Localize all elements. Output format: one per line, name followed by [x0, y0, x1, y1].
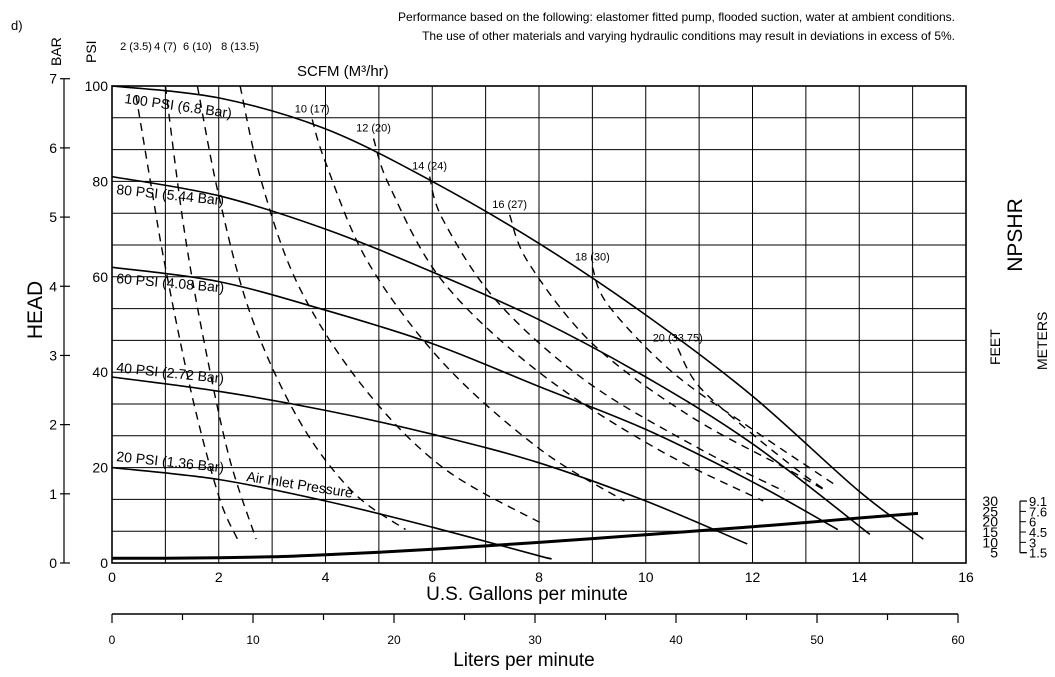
air-consumption-curve: [428, 176, 785, 493]
liters-tick-label: 30: [528, 633, 542, 647]
psi-tick-label: 60: [92, 269, 108, 285]
npshr-meter-tick-label: 7.6: [1029, 504, 1047, 519]
x-tick-label: 14: [851, 569, 867, 585]
psi-tick-label: 20: [92, 460, 108, 476]
npshr-feet-tick-label: 10: [982, 534, 998, 550]
air-curve-label: 18 (30): [575, 251, 610, 263]
air-curve-label: 16 (27): [492, 199, 527, 211]
air-curve-label: 8 (13.5): [221, 41, 259, 53]
air-consumption-curve: [591, 267, 839, 488]
air-consumption-curve: [239, 85, 545, 526]
air-curve-label: 6 (10): [183, 41, 212, 53]
psi-tick-label: 40: [92, 364, 108, 380]
air-curve-label: 4 (7): [154, 41, 177, 53]
air-consumption-curve: [196, 85, 407, 531]
plot-frame: [111, 85, 967, 564]
chart-grid: [111, 85, 967, 564]
chart-series: [111, 85, 924, 560]
bar-tick-label: 4: [49, 278, 57, 294]
air-curve-label: 14 (24): [412, 161, 447, 173]
npshr-axis-title: NPSHR: [1004, 198, 1027, 272]
liters-tick-label: 40: [669, 633, 683, 647]
liters-axis-title: Liters per minute: [453, 650, 595, 671]
npshr-meter-tick-label: 9.1: [1029, 494, 1047, 509]
liters-tick-label: 60: [951, 633, 965, 647]
x-axis-title: U.S. Gallons per minute: [426, 584, 628, 605]
npshr-meter-tick-label: 4.5: [1029, 525, 1047, 540]
corner-mark: d): [11, 18, 23, 33]
air-curve-label: 12 (20): [356, 122, 391, 134]
pressure-curve: [111, 376, 748, 545]
air-consumption-curve: [677, 348, 828, 492]
air-consumption-curve: [311, 119, 625, 502]
bar-unit-label: BAR: [48, 37, 64, 66]
npshr-curve: [111, 511, 919, 560]
performance-note-line-1: Performance based on the following: elas…: [398, 10, 955, 24]
feet-unit-label: FEET: [987, 329, 1003, 365]
npshr-feet-tick-label: 15: [982, 524, 998, 540]
psi-tick-label: 80: [92, 173, 108, 189]
bar-tick-label: 6: [49, 140, 57, 156]
pressure-curve-label: 20 PSI (1.36 Bar): [116, 448, 225, 475]
air-consumption-curve: [164, 85, 257, 540]
x-tick-label: 6: [428, 569, 436, 585]
psi-unit-label: PSI: [83, 40, 99, 63]
npshr-feet-tick-label: 5: [990, 545, 998, 561]
npshr-meter-tick-label: 6: [1029, 515, 1036, 530]
air-consumption-curve: [372, 138, 764, 502]
chart-axes: [60, 78, 1027, 623]
npshr-feet-tick-label: 20: [982, 514, 998, 530]
x-tick-label: 2: [215, 569, 223, 585]
x-tick-label: 4: [322, 569, 330, 585]
air-consumption-curve: [508, 214, 828, 493]
scfm-label: SCFM (M³/hr): [297, 63, 389, 80]
air-consumption-curve: [135, 95, 239, 540]
bar-tick-label: 1: [49, 486, 57, 502]
bar-tick-label: 2: [49, 417, 57, 433]
pressure-curve: [111, 175, 871, 536]
pressure-curve-label: 80 PSI (5.44 Bar): [116, 181, 225, 208]
air-curve-label: 10 (17): [295, 103, 330, 115]
pressure-curve: [111, 85, 924, 540]
psi-tick-label: 0: [100, 555, 108, 571]
bar-tick-label: 5: [49, 209, 57, 225]
npshr-meter-tick-label: 1.5: [1029, 546, 1047, 561]
psi-tick-label: 100: [85, 78, 109, 94]
air-curve-label: 2 (3.5): [120, 41, 152, 53]
x-tick-label: 16: [958, 569, 974, 585]
x-tick-label: 8: [535, 569, 543, 585]
liters-tick-label: 50: [810, 633, 824, 647]
liters-tick-label: 20: [387, 633, 401, 647]
npshr-feet-tick-label: 25: [982, 503, 998, 519]
bar-tick-label: 7: [49, 71, 57, 87]
x-tick-label: 12: [745, 569, 761, 585]
npshr-feet-tick-label: 30: [982, 493, 998, 509]
meters-unit-label: METERS: [1034, 312, 1050, 370]
npshr-meter-tick-label: 3: [1029, 535, 1036, 550]
air-curve-label: 20 (33.75): [653, 332, 703, 344]
pressure-curve: [111, 466, 552, 560]
capacity-title: CAPACITY: [472, 674, 575, 677]
bar-tick-label: 3: [49, 347, 57, 363]
liters-tick-label: 10: [246, 633, 260, 647]
y-axis-title: HEAD: [24, 281, 47, 339]
liters-tick-label: 0: [109, 633, 116, 647]
x-tick-label: 10: [638, 569, 654, 585]
performance-note-line-2: The use of other materials and varying h…: [422, 29, 955, 43]
bar-tick-label: 0: [49, 555, 57, 571]
pressure-curve: [111, 266, 839, 531]
x-tick-label: 0: [108, 569, 116, 585]
